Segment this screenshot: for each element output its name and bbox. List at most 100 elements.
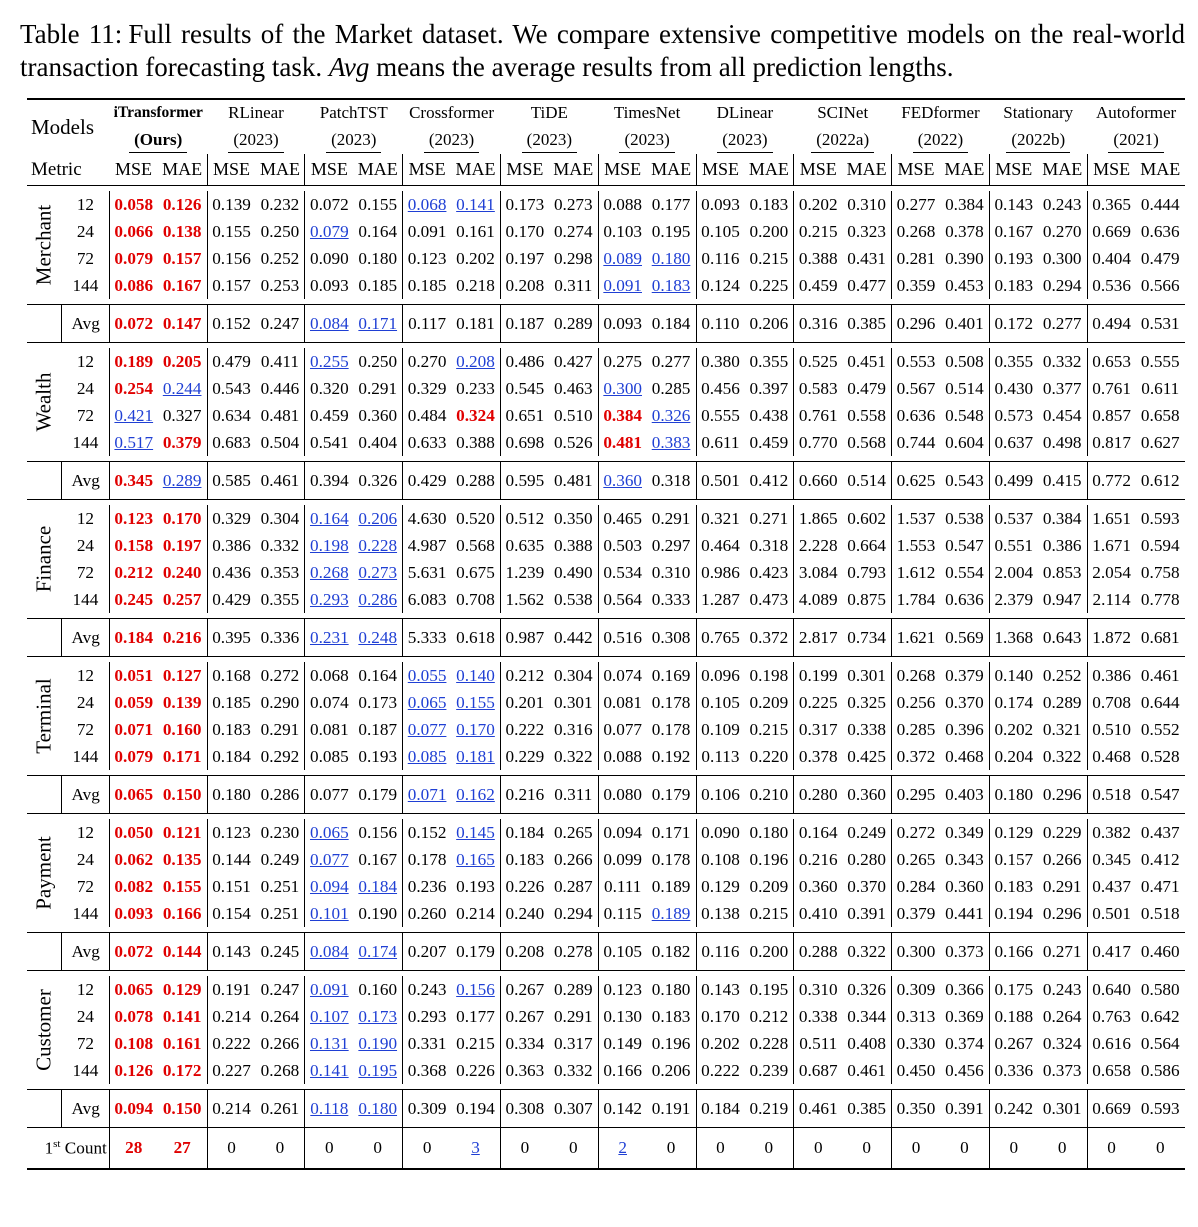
- table-cell-value: 0.181: [456, 746, 495, 766]
- table-cell: 0.360: [940, 873, 989, 900]
- table-cell-value: 0.252: [260, 248, 300, 268]
- table-cell: 0.300: [1038, 245, 1087, 272]
- table-cell: 0.051: [108, 662, 158, 689]
- table-cell-value: 0.268: [896, 665, 936, 685]
- model-year: (2022a): [794, 126, 892, 154]
- table-cell-value: 0.144: [162, 941, 202, 961]
- table-cell: 0.281: [891, 245, 940, 272]
- table-cell: 0.247: [255, 976, 304, 1003]
- table-cell-value: 0.145: [456, 822, 495, 842]
- table-cell: 0.875: [842, 586, 891, 613]
- table-cell-value: 0.395: [212, 627, 251, 647]
- table-cell-value: 0.683: [212, 432, 251, 452]
- table-cell: 0.634: [206, 402, 256, 429]
- table-cell: 0.180: [647, 976, 696, 1003]
- table-cell-value: 0.593: [1140, 508, 1180, 528]
- table-cell-value: 0.528: [1140, 746, 1180, 766]
- table-cell-value: 0.172: [994, 313, 1034, 333]
- table-cell-value: 0.360: [358, 405, 398, 425]
- table-cell: 0.456: [695, 375, 745, 402]
- caption-label: Table 11:: [20, 19, 123, 49]
- table-cell-value: 2.114: [1092, 589, 1131, 609]
- table-cell: 0.166: [158, 900, 207, 927]
- table-cell-value: 0.404: [1092, 248, 1131, 268]
- table-cell-value: 0.583: [798, 378, 838, 398]
- table-cell-value: 0.332: [260, 535, 300, 555]
- table-cell: 0.372: [891, 743, 940, 770]
- table-cell: 0.593: [1136, 1090, 1185, 1128]
- table-cell: 0.698: [499, 429, 549, 456]
- model-name-scinet: SCINet: [817, 103, 869, 122]
- table-cell: 2: [597, 1128, 647, 1169]
- table-cell-value: 0.166: [162, 903, 202, 923]
- table-cell-value: 0.425: [847, 746, 886, 766]
- table-cell: 0.593: [1136, 505, 1185, 532]
- table-cell: 0.761: [793, 402, 843, 429]
- table-cell-value: 0.307: [553, 1098, 593, 1118]
- table-cell-value: 0.066: [114, 221, 154, 241]
- table-cell: 0.611: [1136, 375, 1185, 402]
- table-cell: 0.380: [695, 348, 745, 375]
- table-cell: 0.324: [1038, 1030, 1087, 1057]
- table-cell: 0.360: [793, 873, 843, 900]
- table-cell: 0.065: [108, 776, 158, 814]
- table-cell-value: 0.154: [212, 903, 251, 923]
- table-cell: 0.171: [158, 743, 207, 770]
- table-cell-value: 0.264: [1042, 1006, 1082, 1026]
- table-cell-value: 0.298: [553, 248, 593, 268]
- table-cell-value: 0.228: [749, 1033, 789, 1053]
- table-cell-value: 0.177: [456, 1006, 495, 1026]
- table-cell-value: 1.537: [896, 508, 936, 528]
- table-cell-value: 0.189: [114, 351, 154, 371]
- table-cell: 0.240: [499, 900, 549, 927]
- table-cell: 0.853: [1038, 559, 1087, 586]
- table-cell-value: 0.167: [994, 221, 1034, 241]
- table-cell: 0.429: [402, 462, 452, 500]
- table-cell: 0.062: [108, 846, 158, 873]
- table-cell: 0.547: [1136, 776, 1185, 814]
- table-cell: 0.436: [206, 559, 256, 586]
- table-cell: 0.179: [647, 776, 696, 814]
- table-cell-value: 0.187: [505, 313, 545, 333]
- table-cell-value: 0.330: [896, 1033, 936, 1053]
- table-cell-value: 0.245: [260, 941, 300, 961]
- table-cell-value: 0.987: [505, 627, 545, 647]
- table-cell: 0.138: [158, 218, 207, 245]
- table-cell: 0.425: [842, 743, 891, 770]
- table-cell-value: 0.071: [114, 719, 154, 739]
- table-cell-value: 0.336: [260, 627, 300, 647]
- table-cell-value: 0.355: [749, 351, 789, 371]
- table-cell: 0.569: [940, 619, 989, 657]
- table-cell-value: 0.247: [260, 313, 300, 333]
- table-cell-value: 0.264: [260, 1006, 300, 1026]
- table-cell: 0.323: [842, 218, 891, 245]
- table-cell: 0.108: [108, 1030, 158, 1057]
- table-cell-value: 0.635: [505, 535, 545, 555]
- table-cell: 1.621: [891, 619, 940, 657]
- table-cell-value: 0.765: [701, 627, 740, 647]
- table-cell: 0.145: [451, 819, 500, 846]
- table-cell-value: 0.202: [701, 1033, 740, 1053]
- table-cell-value: 0.197: [162, 535, 202, 555]
- table-cell-value: 0.456: [945, 1060, 984, 1080]
- table-cell-value: 0.280: [798, 784, 838, 804]
- table-cell: 0.547: [940, 532, 989, 559]
- table-cell-value: 0.518: [1140, 903, 1180, 923]
- table-cell: 0.072: [108, 933, 158, 971]
- table-cell-value: 0.658: [1140, 405, 1180, 425]
- table-cell: 0.408: [842, 1030, 891, 1057]
- table-cell-value: 0.293: [407, 1006, 447, 1026]
- table-cell-value: 0.271: [749, 508, 789, 528]
- table-cell-value: 0.189: [651, 903, 691, 923]
- table-cell: 0.164: [353, 218, 402, 245]
- metric-mae: MAE: [162, 159, 203, 179]
- table-cell: 0.459: [793, 272, 843, 299]
- table-cell: 0.081: [304, 716, 354, 743]
- table-cell: 0.180: [206, 776, 256, 814]
- table-cell-value: 0.218: [456, 275, 495, 295]
- table-cell-value: 0.401: [945, 313, 984, 333]
- model-name-fedformer: FEDformer: [901, 103, 980, 122]
- table-cell: 0.857: [1086, 402, 1136, 429]
- group-label-text: Terminal: [31, 678, 56, 754]
- table-cell: 1.612: [891, 559, 940, 586]
